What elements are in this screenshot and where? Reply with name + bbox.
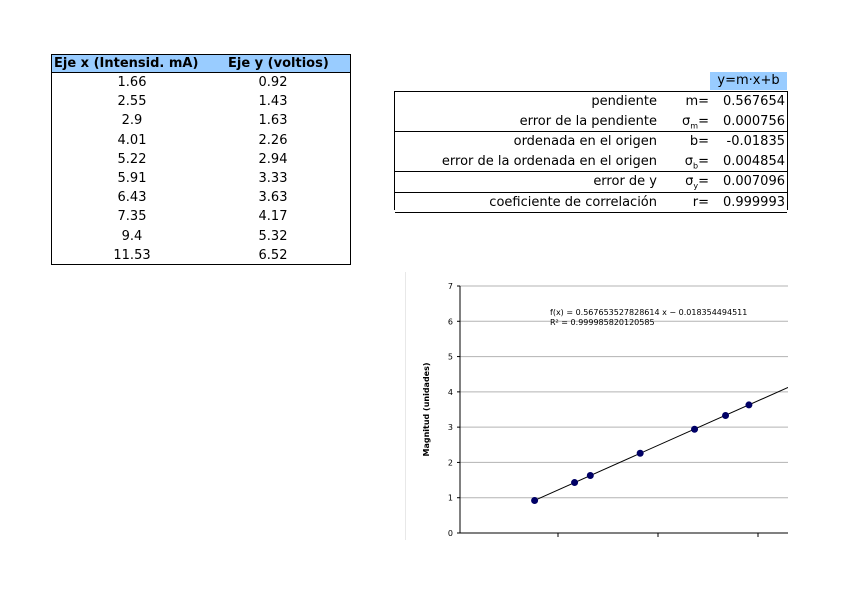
result-symbol: σm= bbox=[682, 113, 709, 131]
cell-y: 2.26 bbox=[258, 132, 288, 148]
result-value: 0.000756 bbox=[722, 113, 785, 129]
y-tick-label: 4 bbox=[448, 388, 453, 397]
header-y: Eje y (voltios) bbox=[228, 56, 329, 71]
result-symbol: b= bbox=[667, 132, 709, 152]
cell-y: 3.63 bbox=[258, 190, 288, 206]
symbol-main: σ bbox=[684, 153, 694, 169]
table-row: 6.43 3.63 bbox=[52, 188, 350, 207]
trendline-equation: f(x) = 0.567653527828614 x − 0.018354494… bbox=[550, 308, 747, 317]
cell-x: 5.91 bbox=[117, 170, 147, 186]
y-tick-label: 2 bbox=[448, 458, 453, 467]
y-tick-label: 0 bbox=[448, 529, 453, 538]
results-row: ordenada en el origen b= -0.01835 bbox=[395, 132, 787, 152]
y-tick-label: 3 bbox=[448, 423, 453, 432]
results-group: pendiente m= 0.567654 error de la pendiente… bbox=[395, 91, 787, 131]
y-tick-label: 7 bbox=[448, 282, 453, 291]
data-point bbox=[571, 479, 579, 487]
equation-label: y=m·x+b bbox=[710, 72, 787, 90]
result-label: error de la pendiente bbox=[519, 113, 657, 129]
symbol-main: r= bbox=[692, 194, 709, 210]
cell-x: 2.55 bbox=[117, 94, 147, 110]
result-label: ordenada en el origen bbox=[513, 134, 657, 149]
result-value: -0.01835 bbox=[726, 134, 785, 149]
table-row: 4.01 2.26 bbox=[52, 131, 350, 150]
result-value: 0.004854 bbox=[722, 153, 785, 169]
table-row: 1.66 0.92 bbox=[52, 73, 350, 92]
table-row: 11.53 6.52 bbox=[52, 246, 350, 265]
result-value: 0.567654 bbox=[722, 94, 785, 109]
results-group: ordenada en el origen b= -0.01835 error de … bbox=[395, 131, 787, 171]
table-row: 2.55 1.43 bbox=[52, 92, 350, 111]
symbol-subscript: m bbox=[690, 121, 699, 131]
results-table: pendiente m= 0.567654 error de la pendiente… bbox=[394, 91, 788, 213]
cell-y: 4.17 bbox=[258, 209, 288, 225]
symbol-main: σ bbox=[682, 113, 691, 129]
results-row: error de la pendiente σm= 0.000756 bbox=[395, 112, 787, 132]
data-point bbox=[722, 411, 730, 419]
result-symbol: σy= bbox=[685, 174, 709, 191]
result-symbol: σb= bbox=[684, 153, 709, 171]
cell-x: 4.01 bbox=[117, 132, 147, 148]
y-tick-label: 1 bbox=[448, 494, 453, 503]
cell-y: 0.92 bbox=[258, 75, 288, 90]
table-row: 7.35 4.17 bbox=[52, 207, 350, 226]
cell-x: 11.53 bbox=[113, 247, 151, 263]
trendline-r-squared: R² = 0.999985820120585 bbox=[550, 318, 655, 327]
scatter-chart: 0 1 2 3 4 5 6 7 Magnitud (unidades) f(x) = 0.5676… bbox=[405, 272, 788, 540]
data-point bbox=[586, 471, 594, 479]
result-symbol: m= bbox=[667, 92, 709, 112]
cell-y: 6.52 bbox=[258, 247, 288, 263]
data-point bbox=[636, 449, 644, 457]
data-table-header: Eje x (Intensid. mA) Eje y (voltios) bbox=[52, 55, 350, 73]
cell-x: 9.4 bbox=[121, 228, 143, 244]
results-group: coeficiente de correlación r= 0.999993 bbox=[395, 191, 787, 213]
cell-x: 7.35 bbox=[117, 209, 147, 225]
result-label: error de la ordenada en el origen bbox=[441, 153, 657, 169]
results-row: error de y σy= 0.007096 bbox=[395, 172, 787, 192]
symbol-main: m= bbox=[685, 94, 709, 109]
data-point bbox=[691, 425, 699, 433]
symbol-subscript: y bbox=[693, 181, 699, 191]
results-row: coeficiente de correlación r= 0.999993 bbox=[395, 193, 787, 213]
table-row: 2.9 1.63 bbox=[52, 111, 350, 130]
data-table: Eje x (Intensid. mA) Eje y (voltios) 1.6… bbox=[51, 54, 351, 265]
result-symbol: r= bbox=[667, 193, 709, 213]
table-row: 5.91 3.33 bbox=[52, 169, 350, 188]
symbol-main: σ bbox=[685, 174, 694, 189]
data-point bbox=[745, 401, 753, 409]
result-label: coeficiente de correlación bbox=[489, 194, 657, 210]
chart-svg: 0 1 2 3 4 5 6 7 Magnitud (unidades) f(x) = 0.5676… bbox=[405, 272, 788, 540]
result-value: 0.999993 bbox=[722, 194, 785, 210]
cell-y: 3.33 bbox=[258, 170, 288, 186]
table-row: 5.22 2.94 bbox=[52, 150, 350, 169]
cell-x: 2.9 bbox=[121, 113, 143, 129]
result-label: error de y bbox=[593, 174, 657, 189]
cell-y: 2.94 bbox=[258, 151, 288, 167]
cell-y: 1.43 bbox=[258, 94, 288, 110]
results-row: error de la ordenada en el origen σb= 0.00… bbox=[395, 152, 787, 172]
y-axis-label: Magnitud (unidades) bbox=[422, 362, 431, 456]
header-x: Eje x (Intensid. mA) bbox=[54, 56, 199, 71]
y-tick-label: 6 bbox=[448, 317, 453, 326]
cell-y: 5.32 bbox=[258, 228, 288, 244]
cell-x: 1.66 bbox=[117, 75, 147, 90]
result-label: pendiente bbox=[591, 94, 657, 109]
data-table-body: 1.66 0.92 2.55 1.43 2.9 1.63 4.01 2.26 5.22 2.94 5… bbox=[52, 73, 350, 265]
table-row: 9.4 5.32 bbox=[52, 227, 350, 246]
y-tick-label: 5 bbox=[448, 353, 453, 362]
result-value: 0.007096 bbox=[722, 174, 785, 189]
symbol-main: b= bbox=[689, 134, 709, 149]
cell-y: 1.63 bbox=[258, 113, 288, 129]
cell-x: 5.22 bbox=[117, 151, 147, 167]
data-point bbox=[531, 497, 539, 505]
results-group: error de y σy= 0.007096 bbox=[395, 171, 787, 192]
symbol-subscript: b bbox=[693, 161, 699, 171]
results-row: pendiente m= 0.567654 bbox=[395, 92, 787, 112]
cell-x: 6.43 bbox=[117, 190, 147, 206]
